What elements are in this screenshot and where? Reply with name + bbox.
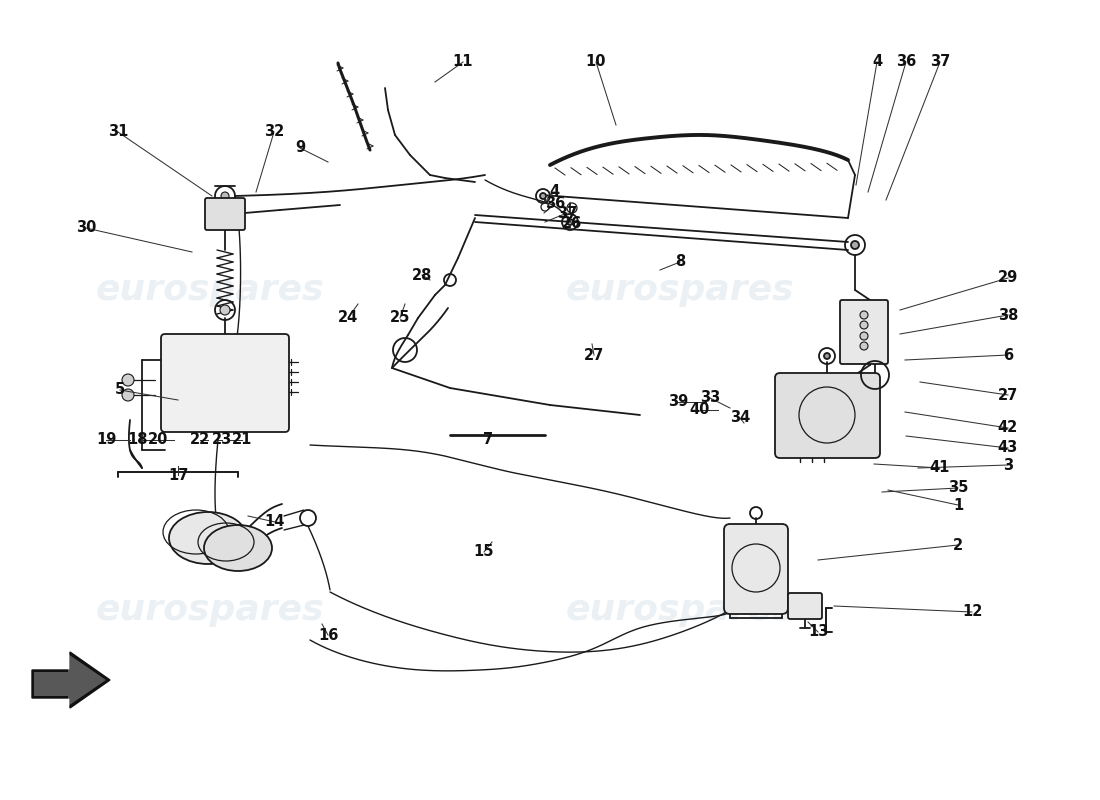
Text: 17: 17 (168, 467, 188, 482)
FancyBboxPatch shape (205, 198, 245, 230)
Text: 22: 22 (190, 433, 210, 447)
Text: 27: 27 (998, 387, 1019, 402)
Text: 38: 38 (998, 307, 1019, 322)
FancyBboxPatch shape (788, 593, 822, 619)
Polygon shape (34, 654, 106, 706)
FancyBboxPatch shape (840, 300, 888, 364)
Circle shape (851, 241, 859, 249)
Circle shape (824, 353, 830, 359)
Text: eurospares: eurospares (565, 273, 794, 307)
Text: 14: 14 (265, 514, 285, 530)
Text: 29: 29 (998, 270, 1019, 286)
FancyBboxPatch shape (161, 334, 289, 432)
Text: 30: 30 (76, 221, 96, 235)
Text: 2: 2 (953, 538, 964, 553)
FancyBboxPatch shape (776, 373, 880, 458)
Text: 6: 6 (1003, 347, 1013, 362)
Circle shape (540, 193, 546, 199)
Circle shape (860, 332, 868, 340)
Text: 24: 24 (338, 310, 359, 326)
Text: 18: 18 (128, 433, 148, 447)
Text: 7: 7 (483, 433, 493, 447)
Text: 42: 42 (998, 421, 1019, 435)
Text: 31: 31 (108, 125, 129, 139)
Text: 23: 23 (212, 433, 232, 447)
Text: 28: 28 (411, 267, 432, 282)
Text: 21: 21 (232, 433, 252, 447)
Text: 4: 4 (549, 185, 559, 199)
Text: 16: 16 (318, 627, 338, 642)
Text: 40: 40 (690, 402, 711, 418)
Text: 3: 3 (1003, 458, 1013, 473)
Circle shape (566, 219, 573, 225)
Circle shape (221, 192, 229, 200)
Text: 10: 10 (585, 54, 606, 70)
Text: 11: 11 (453, 54, 473, 70)
Text: 36: 36 (544, 197, 565, 211)
Text: 25: 25 (389, 310, 410, 326)
Ellipse shape (169, 512, 248, 564)
Text: 35: 35 (948, 481, 968, 495)
Text: 26: 26 (562, 217, 582, 231)
Text: 39: 39 (668, 394, 689, 410)
Text: 36: 36 (895, 54, 916, 70)
Text: 43: 43 (998, 441, 1019, 455)
Text: 15: 15 (474, 545, 494, 559)
Text: 33: 33 (700, 390, 720, 406)
Ellipse shape (204, 525, 272, 571)
Circle shape (860, 342, 868, 350)
Circle shape (220, 305, 230, 315)
Circle shape (122, 389, 134, 401)
Text: 32: 32 (264, 125, 284, 139)
Text: eurospares: eurospares (96, 593, 324, 627)
Text: 13: 13 (807, 625, 828, 639)
Text: 4: 4 (872, 54, 882, 70)
Text: 8: 8 (675, 254, 685, 270)
Circle shape (860, 321, 868, 329)
Text: eurospares: eurospares (565, 593, 794, 627)
Text: 20: 20 (147, 433, 168, 447)
Text: 37: 37 (930, 54, 950, 70)
Text: 12: 12 (961, 605, 982, 619)
Text: 1: 1 (953, 498, 964, 513)
Text: 27: 27 (584, 347, 604, 362)
Circle shape (860, 311, 868, 319)
FancyBboxPatch shape (724, 524, 788, 614)
Circle shape (122, 374, 134, 386)
Text: 34: 34 (730, 410, 750, 426)
Polygon shape (32, 652, 110, 708)
Text: 5: 5 (114, 382, 125, 398)
Text: eurospares: eurospares (96, 273, 324, 307)
Text: 41: 41 (930, 461, 950, 475)
Text: 19: 19 (96, 433, 117, 447)
Text: 37: 37 (557, 206, 578, 221)
Text: 9: 9 (295, 141, 305, 155)
